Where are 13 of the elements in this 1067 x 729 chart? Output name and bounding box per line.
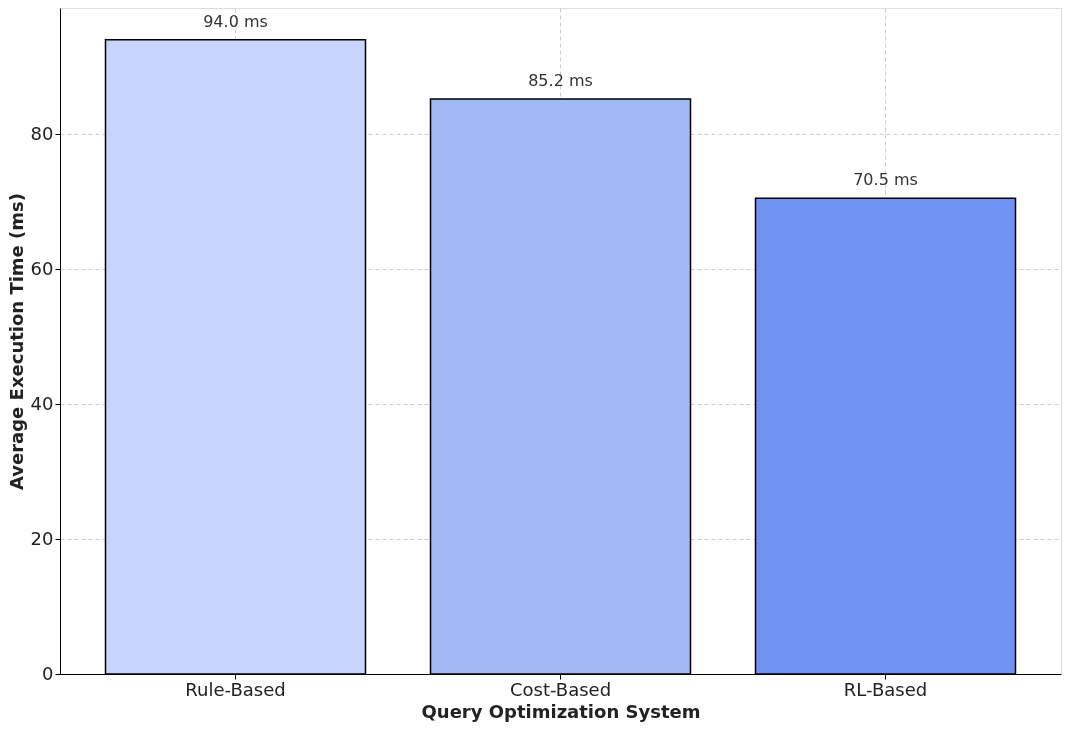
data-label: 85.2 ms: [528, 71, 593, 91]
y-axis-title: Average Execution Time (ms): [5, 192, 27, 491]
x-tick-label: RL-Based: [843, 678, 928, 700]
y-tick-label: 20: [30, 527, 54, 549]
x-axis-title: Query Optimization System: [421, 700, 701, 722]
data-label: 70.5 ms: [853, 170, 918, 190]
x-tick-label: Cost-Based: [509, 678, 612, 700]
y-tick-label: 80: [30, 122, 54, 144]
data-label: 94.0 ms: [203, 11, 268, 31]
x-tick-label: Rule-Based: [185, 678, 286, 700]
y-tick-label: 0: [42, 662, 54, 684]
y-tick-label: 60: [30, 257, 54, 279]
y-tick-label: 40: [30, 392, 54, 414]
